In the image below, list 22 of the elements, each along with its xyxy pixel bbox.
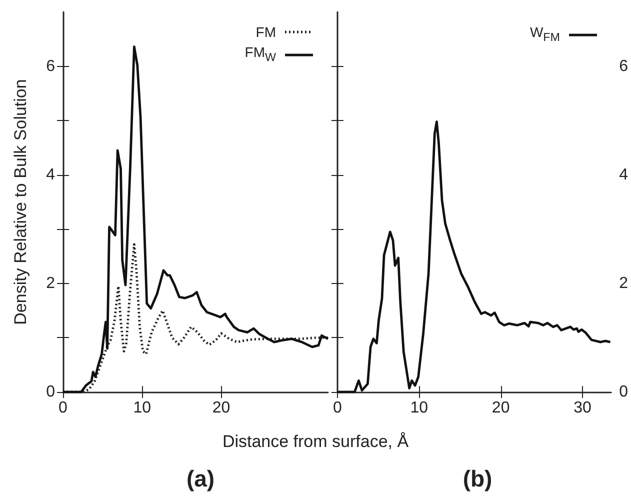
- y-tick-label: 2: [619, 274, 628, 292]
- text: (b): [462, 466, 492, 492]
- y-tick-label: 6: [619, 58, 628, 75]
- y-tick-label: 0: [619, 384, 628, 400]
- x-tick-label: 10: [133, 400, 152, 416]
- x-axis-title: Distance from surface, Å: [221, 432, 410, 452]
- x-tick-label: 0: [332, 400, 342, 416]
- y-tick-label: 0: [46, 384, 56, 400]
- y-tick-label: 2: [46, 274, 56, 292]
- x-tick-label: 30: [574, 400, 592, 416]
- y-tick-label: 6: [46, 58, 56, 75]
- legend-label: FM: [256, 23, 276, 42]
- legend-label: W$_{FM}$: [530, 23, 560, 46]
- y-tick-label: 4: [619, 166, 628, 184]
- y-axis-title: Density Relative to Bulk Solution: [11, 79, 30, 325]
- x-tick-label: 0: [58, 400, 68, 416]
- x-tick-label: 20: [492, 400, 510, 416]
- x-tick-label: 20: [212, 400, 230, 416]
- y-tick-label: 4: [46, 166, 56, 184]
- text: (a): [186, 466, 215, 492]
- x-tick-label: 10: [410, 400, 428, 416]
- legend-label: FM$_{W}$: [244, 43, 276, 66]
